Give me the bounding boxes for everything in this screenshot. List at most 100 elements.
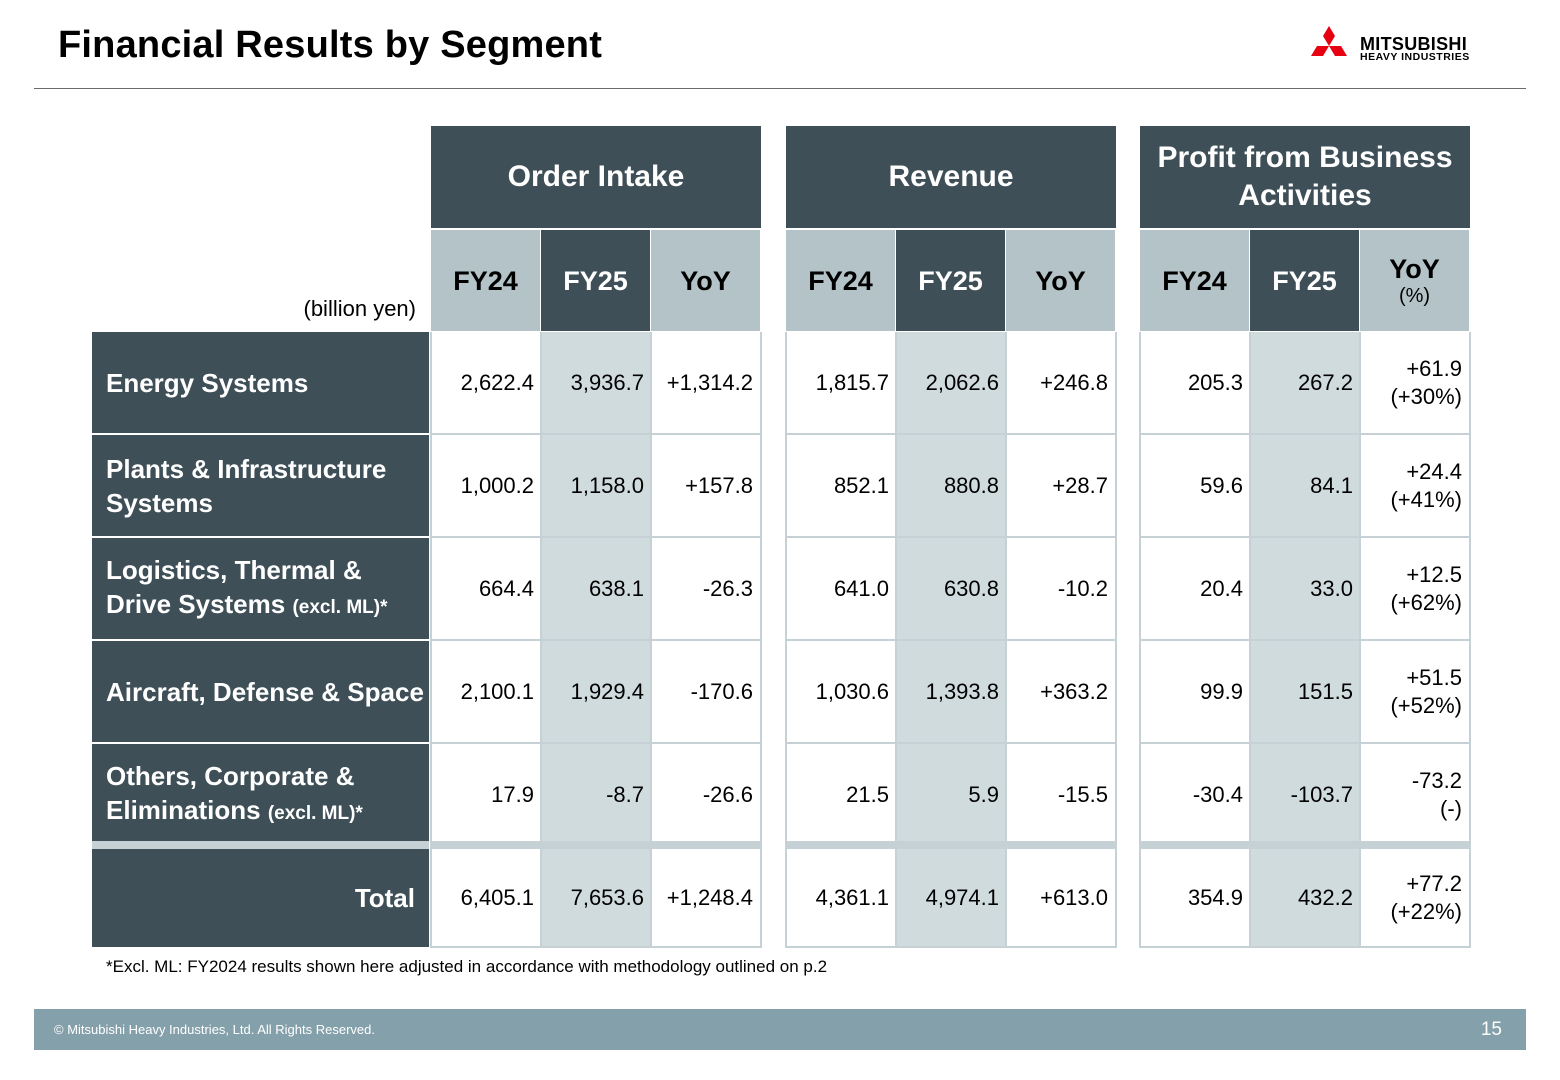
cell-revenue-fy25: 880.8 — [896, 435, 1005, 536]
subheader-label: YoY — [1035, 265, 1086, 296]
subheader-order-fy24: FY24 — [431, 230, 540, 331]
cell-value: +1,314.2 — [666, 369, 753, 395]
cell-revenue-yoy: +613.0 — [1006, 849, 1114, 947]
table-bottom-line — [786, 946, 1116, 948]
cell-value: -8.7 — [606, 781, 644, 807]
segment-label-text: Total — [355, 881, 415, 915]
cell-value: 2,100.1 — [460, 678, 534, 704]
cell-profit-fy24: 99.9 — [1140, 641, 1249, 742]
row-divider — [1140, 536, 1470, 538]
cell-revenue-yoy: +246.8 — [1006, 332, 1114, 433]
cell-value: 7,653.6 — [570, 885, 644, 910]
cell-order-fy24: 2,100.1 — [431, 641, 540, 742]
cell-profit-yoy: -73.2 (-) — [1360, 744, 1468, 845]
segment-name: Logistics, Thermal & Drive Systems — [106, 554, 362, 619]
cell-profit-yoy: +51.5 (+52%) — [1360, 641, 1468, 742]
title-divider — [34, 88, 1526, 89]
cell-profit-fy24: 205.3 — [1140, 332, 1249, 433]
cell-profit-fy25: 267.2 — [1250, 332, 1359, 433]
column-divider — [1359, 332, 1361, 948]
table-bottom-line — [1140, 946, 1470, 948]
cell-value: +51.5 — [1406, 664, 1462, 690]
cell-order-fy24: 17.9 — [431, 744, 540, 845]
cell-order-yoy: -26.3 — [651, 538, 759, 639]
logo-text-line1: MITSUBISHI — [1360, 34, 1468, 54]
subheader-order-fy25: FY25 — [541, 230, 650, 331]
column-divider — [540, 332, 542, 948]
column-divider — [1469, 332, 1471, 948]
cell-value: 2,062.6 — [925, 369, 999, 395]
cell-value: 1,030.6 — [815, 678, 889, 704]
company-logo: MITSUBISHI HEAVY INDUSTRIES — [1306, 26, 1528, 68]
segment-name: Plants & Infrastructure Systems — [106, 453, 387, 518]
cell-value: -26.6 — [702, 781, 753, 807]
segment-note: (excl. ML)* — [292, 596, 388, 618]
row-divider — [786, 742, 1116, 744]
row-divider — [786, 536, 1116, 538]
cell-value: 852.1 — [833, 472, 889, 498]
cell-value: 1,393.8 — [925, 678, 999, 704]
cell-profit-yoy: +12.5 (+62%) — [1360, 538, 1468, 639]
group-header-profit: Profit from Business Activities — [1140, 126, 1470, 228]
subheader-label: YoY — [680, 265, 731, 296]
column-divider — [1115, 332, 1117, 948]
subheader-profit-yoy: YoY (%) — [1360, 230, 1469, 331]
cell-value: +61.9 — [1406, 355, 1462, 381]
cell-profit-fy24: 20.4 — [1140, 538, 1249, 639]
column-divider — [895, 332, 897, 948]
subheader-revenue-fy25: FY25 — [896, 230, 1005, 331]
cell-profit-yoy: +77.2 (+22%) — [1360, 849, 1468, 947]
segment-label-text: Others, Corporate & Eliminations (excl. … — [106, 759, 429, 831]
subheader-label: FY24 — [453, 265, 518, 296]
cell-value: -26.3 — [702, 575, 753, 601]
cell-value: 84.1 — [1310, 472, 1353, 498]
total-row-label: Total — [92, 849, 429, 947]
column-divider — [760, 332, 762, 948]
cell-value: 4,974.1 — [925, 885, 999, 910]
cell-value: 1,000.2 — [460, 472, 534, 498]
cell-profit-fy25: -103.7 — [1250, 744, 1359, 845]
subheader-order-yoy: YoY — [651, 230, 760, 331]
cell-value: -30.4 — [1192, 781, 1243, 807]
subheader-label: FY25 — [563, 265, 628, 296]
cell-value: 1,815.7 — [815, 369, 889, 395]
subheader-label: FY24 — [1162, 265, 1227, 296]
subheader-label: FY24 — [808, 265, 873, 296]
cell-revenue-fy25: 1,393.8 — [896, 641, 1005, 742]
cell-profit-fy25: 151.5 — [1250, 641, 1359, 742]
cell-value: +613.0 — [1040, 885, 1108, 910]
footnote: *Excl. ML: FY2024 results shown here adj… — [106, 957, 828, 976]
subheader-profit-fy25: FY25 — [1250, 230, 1359, 331]
cell-revenue-fy25: 5.9 — [896, 744, 1005, 845]
cell-order-yoy: -26.6 — [651, 744, 759, 845]
row-divider — [431, 433, 761, 435]
cell-order-fy24: 2,622.4 — [431, 332, 540, 433]
segment-label: Energy Systems — [92, 332, 429, 433]
page-title: Financial Results by Segment — [58, 24, 603, 66]
cell-value: -170.6 — [690, 678, 753, 704]
cell-value: 432.2 — [1297, 885, 1353, 910]
column-divider — [1005, 332, 1007, 948]
row-divider — [786, 639, 1116, 641]
column-divider — [785, 332, 787, 948]
cell-value: 6,405.1 — [460, 885, 534, 910]
cell-value: +246.8 — [1040, 369, 1108, 395]
copyright-text: © Mitsubishi Heavy Industries, Ltd. All … — [54, 1022, 375, 1037]
cell-revenue-yoy: +363.2 — [1006, 641, 1114, 742]
cell-revenue-yoy: +28.7 — [1006, 435, 1114, 536]
cell-order-fy25: 7,653.6 — [541, 849, 650, 947]
segment-label: Others, Corporate & Eliminations (excl. … — [92, 744, 429, 845]
cell-revenue-fy24: 21.5 — [786, 744, 895, 845]
segment-name: Total — [354, 883, 415, 913]
cell-pct: (-) — [1440, 795, 1462, 821]
cell-profit-fy24: -30.4 — [1140, 744, 1249, 845]
row-divider — [1140, 433, 1470, 435]
cell-value: +157.8 — [685, 472, 753, 498]
subheader-label: YoY — [1389, 253, 1440, 284]
cell-value: 17.9 — [491, 781, 534, 807]
segment-name: Aircraft, Defense & Space — [106, 676, 424, 707]
cell-value: 354.9 — [1187, 885, 1243, 910]
cell-value: 151.5 — [1297, 678, 1353, 704]
cell-value: -15.5 — [1057, 781, 1108, 807]
cell-order-fy25: 1,929.4 — [541, 641, 650, 742]
